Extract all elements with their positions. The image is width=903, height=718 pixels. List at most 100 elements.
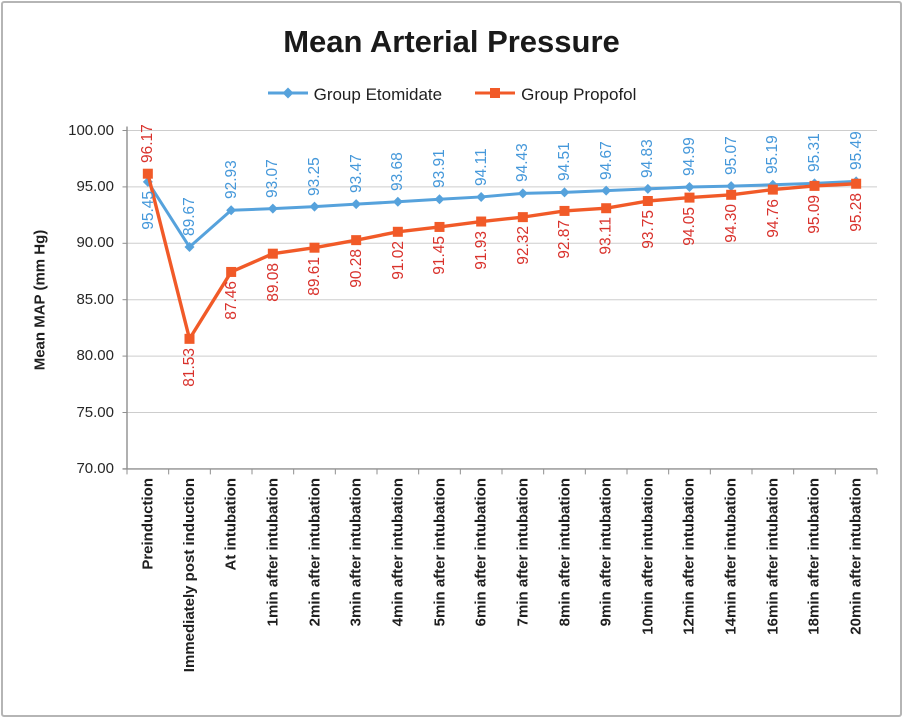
legend-label-etomidate: Group Etomidate — [313, 85, 443, 104]
data-label-etomidate: 89.67 — [181, 197, 198, 237]
diamond-marker — [559, 187, 570, 198]
data-label-etomidate: 93.91 — [431, 149, 448, 189]
diamond-marker — [267, 203, 278, 214]
square-marker — [726, 189, 737, 200]
square-marker — [559, 205, 570, 216]
x-category-label: 10min after intubation — [639, 478, 657, 635]
square-marker — [392, 226, 403, 237]
square-marker — [851, 178, 862, 189]
diamond-marker — [351, 199, 362, 210]
data-label-etomidate: 92.93 — [222, 160, 240, 200]
data-label-etomidate: 94.43 — [514, 143, 532, 183]
data-label-etomidate: 93.25 — [306, 156, 323, 196]
data-label-propofol: 92.87 — [556, 219, 573, 259]
square-marker — [809, 180, 820, 191]
data-label-etomidate: 95.07 — [722, 136, 740, 176]
data-label-etomidate: 94.11 — [472, 148, 490, 186]
diamond-marker — [642, 183, 653, 194]
data-label-propofol: 96.17 — [139, 123, 157, 163]
data-label-propofol: 87.46 — [222, 280, 240, 320]
y-tick-label: 90.00 — [76, 234, 114, 252]
y-tick-label: 100.00 — [68, 121, 114, 139]
legend: Group Etomidate Group Propofol — [0, 85, 903, 105]
diamond-marker — [226, 205, 237, 216]
legend-item-etomidate: Group Etomidate — [267, 85, 443, 105]
square-marker — [601, 203, 612, 214]
y-tick-label: 85.00 — [76, 290, 114, 308]
x-category-label: Immediately post induction — [181, 478, 198, 673]
square-marker — [476, 216, 487, 227]
data-label-etomidate: 93.07 — [264, 158, 282, 198]
diamond-marker — [684, 182, 695, 193]
data-label-propofol: 91.93 — [472, 230, 490, 270]
etomidate-line-diamond-icon — [267, 86, 309, 105]
diamond-marker — [601, 185, 612, 196]
x-category-label: 6min after intubation — [472, 478, 490, 627]
square-marker — [226, 266, 237, 277]
x-category-label: 3min after intubation — [347, 478, 365, 627]
data-label-propofol: 91.02 — [389, 240, 407, 280]
square-marker — [642, 196, 653, 206]
data-label-propofol: 93.75 — [639, 210, 657, 249]
square-marker — [267, 248, 278, 259]
data-label-etomidate: 95.19 — [764, 134, 782, 174]
square-marker — [184, 333, 195, 344]
x-category-label: 5min after intubation — [431, 478, 448, 627]
y-tick-label: 75.00 — [76, 403, 114, 421]
data-label-etomidate: 94.51 — [556, 142, 573, 182]
diamond-marker — [434, 194, 445, 205]
x-category-label: 14min after intubation — [722, 478, 740, 635]
data-label-propofol: 95.28 — [847, 192, 865, 232]
data-label-propofol: 89.08 — [264, 262, 282, 302]
diamond-marker — [392, 196, 403, 207]
data-label-etomidate: 93.68 — [389, 151, 407, 191]
data-label-etomidate: 95.49 — [847, 131, 865, 171]
propofol-line-square-icon — [474, 86, 516, 105]
data-label-etomidate: 95.45 — [139, 190, 157, 230]
x-category-label: 16min after intubation — [764, 478, 782, 635]
data-label-etomidate: 95.31 — [806, 133, 823, 173]
square-marker — [684, 192, 695, 203]
x-category-label: 20min after intubation — [847, 478, 865, 635]
diamond-marker — [517, 188, 528, 199]
series-line-propofol — [146, 172, 858, 341]
x-category-label: 1min after intubation — [264, 478, 282, 627]
diamond-marker — [184, 242, 195, 253]
x-category-label: 4min after intubation — [389, 478, 407, 627]
x-category-label: 2min after intubation — [306, 478, 323, 627]
square-marker — [142, 168, 153, 179]
square-marker — [309, 242, 320, 253]
x-category-label: 18min after intubation — [806, 478, 823, 635]
x-category-label: At intubation — [222, 478, 240, 571]
data-label-etomidate: 93.47 — [347, 154, 365, 194]
data-label-propofol: 90.28 — [347, 249, 365, 288]
data-label-propofol: 94.30 — [722, 203, 740, 243]
x-category-label: 7min after intubation — [514, 478, 532, 627]
data-label-etomidate: 94.67 — [597, 140, 615, 180]
square-marker — [434, 221, 445, 232]
legend-label-propofol: Group Propofol — [521, 85, 637, 104]
legend-item-propofol: Group Propofol — [474, 85, 636, 105]
series-line-etomidate — [146, 179, 858, 249]
x-category-label: 9min after intubation — [597, 478, 615, 627]
y-tick-label: 70.00 — [76, 459, 114, 477]
data-label-propofol: 89.61 — [306, 256, 323, 296]
square-marker — [767, 184, 778, 195]
data-label-propofol: 95.09 — [806, 194, 823, 234]
diamond-marker — [476, 191, 487, 202]
data-label-etomidate: 94.83 — [639, 139, 657, 178]
square-marker — [517, 212, 528, 223]
data-label-etomidate: 94.99 — [681, 137, 698, 176]
data-label-propofol: 92.32 — [514, 226, 532, 265]
data-label-propofol: 93.11 — [597, 217, 615, 255]
x-category-label: Preinduction — [139, 478, 157, 570]
data-label-propofol: 91.45 — [431, 235, 448, 275]
x-category-label: 8min after intubation — [556, 478, 573, 627]
diamond-marker — [309, 201, 320, 212]
x-category-label: 12min after intubation — [681, 478, 698, 635]
data-label-propofol: 94.05 — [681, 206, 698, 246]
y-tick-label: 80.00 — [76, 347, 114, 365]
square-marker — [351, 235, 362, 246]
